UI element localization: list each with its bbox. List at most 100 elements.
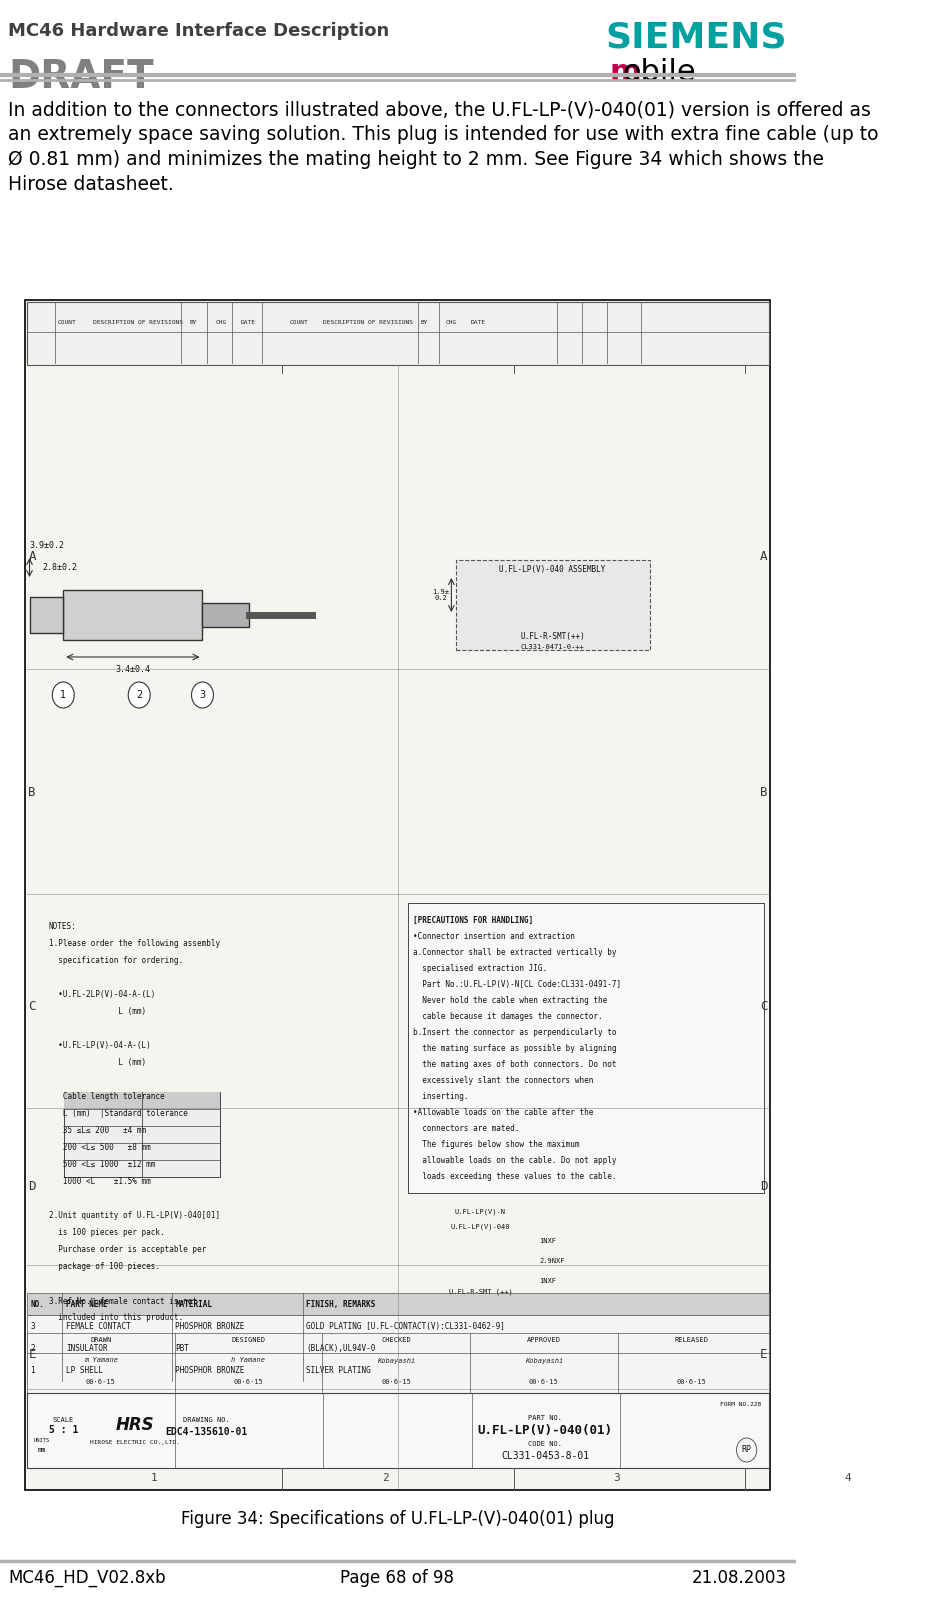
Text: package of 100 pieces.: package of 100 pieces. [49,1262,160,1270]
Text: A: A [760,549,768,562]
Text: APPROVED: APPROVED [527,1338,561,1343]
Text: specialised extraction JIG.: specialised extraction JIG. [413,965,547,973]
Text: U.FL-LP(V)-040(01): U.FL-LP(V)-040(01) [477,1424,613,1437]
Text: 2: 2 [136,690,142,700]
Text: 2: 2 [382,1474,389,1483]
Text: DATE: DATE [471,320,486,325]
Text: Part No.:U.FL-LP(V)-N[CL Code:CL331-0491-7]: Part No.:U.FL-LP(V)-N[CL Code:CL331-0491… [413,981,621,989]
Circle shape [736,1438,757,1462]
Text: FORM NO.228: FORM NO.228 [720,1403,761,1408]
Text: b.Insert the connector as perpendicularly to: b.Insert the connector as perpendicularl… [413,1028,617,1037]
Text: •Connector insertion and extraction: •Connector insertion and extraction [413,932,575,941]
Text: allowable loads on the cable. Do not apply: allowable loads on the cable. Do not app… [413,1157,617,1165]
Text: 1NXF: 1NXF [539,1238,556,1244]
Text: a.Connector shall be extracted vertically by: a.Connector shall be extracted verticall… [413,949,617,957]
Text: D: D [28,1180,36,1193]
Text: DRAWING NO.: DRAWING NO. [183,1417,230,1424]
Bar [27,302,769,365]
Text: PBT: PBT [175,1343,190,1353]
Text: 2.9NXF: 2.9NXF [539,1259,565,1264]
Text: C: C [28,1000,36,1013]
Text: CL331-0471-0-++: CL331-0471-0-++ [521,645,585,650]
Text: m: m [609,58,641,87]
Text: excessively slant the connectors when: excessively slant the connectors when [413,1076,593,1086]
Text: DESCRIPTION OF REVISIONS: DESCRIPTION OF REVISIONS [92,320,183,325]
Bar [64,1092,221,1176]
Text: included into this product.: included into this product. [49,1312,183,1322]
Text: B: B [28,785,36,798]
Text: D: D [760,1180,768,1193]
Text: PART NO.: PART NO. [528,1416,562,1420]
Text: UNITS: UNITS [34,1438,50,1443]
Text: 500 <L≤ 1000  ±12 mm: 500 <L≤ 1000 ±12 mm [49,1160,156,1168]
Text: MATERIAL: MATERIAL [175,1299,212,1309]
Text: •U.FL-LP(V)-04-A-(L): •U.FL-LP(V)-04-A-(L) [49,1041,151,1050]
Text: CHG: CHG [445,320,456,325]
Text: Page 68 of 98: Page 68 of 98 [340,1569,455,1587]
Text: connectors are mated.: connectors are mated. [413,1125,520,1133]
Text: 5 : 1: 5 : 1 [49,1425,78,1435]
Text: DRAFT: DRAFT [8,58,154,95]
Text: 3.Ref.No.①,female contact is not: 3.Ref.No.①,female contact is not [49,1296,197,1304]
Text: SILVER PLATING: SILVER PLATING [306,1366,371,1375]
Text: U.FL-R-SMT (++): U.FL-R-SMT (++) [449,1288,512,1294]
Text: 3.4±0.4: 3.4±0.4 [115,666,150,674]
Text: MC46_HD_V02.8xb: MC46_HD_V02.8xb [8,1569,166,1587]
Text: Cable length tolerance: Cable length tolerance [49,1092,165,1100]
Bar [63,590,203,640]
Text: E: E [28,1348,36,1362]
Text: The figures below show the maximum: The figures below show the maximum [413,1141,579,1149]
Text: [PRECAUTIONS FOR HANDLING]: [PRECAUTIONS FOR HANDLING] [413,916,533,926]
Text: CHECKED: CHECKED [381,1338,411,1343]
Text: loads exceeding these values to the cable.: loads exceeding these values to the cabl… [413,1172,617,1181]
Text: m Yamane: m Yamane [84,1357,118,1364]
Text: LP SHELL: LP SHELL [66,1366,103,1375]
Text: L (mm): L (mm) [49,1058,146,1067]
Text: (BLACK),UL94V-0: (BLACK),UL94V-0 [306,1343,375,1353]
Text: 1000 <L    ±1.5% mm: 1000 <L ±1.5% mm [49,1176,151,1186]
Text: 2.Unit quantity of U.FL-LP(V)-040[01]: 2.Unit quantity of U.FL-LP(V)-040[01] [49,1210,220,1220]
Text: U.FL-LP(V)-040 ASSEMBLY: U.FL-LP(V)-040 ASSEMBLY [500,566,605,574]
Text: specification for ordering.: specification for ordering. [49,957,183,965]
Bar [27,1293,769,1315]
Text: In addition to the connectors illustrated above, the U.FL-LP-(V)-040(01) version: In addition to the connectors illustrate… [8,100,879,194]
Text: 2: 2 [30,1343,35,1353]
Text: CHG: CHG [215,320,226,325]
Text: 21.08.2003: 21.08.2003 [692,1569,787,1587]
Text: FEMALE CONTACT: FEMALE CONTACT [66,1322,130,1330]
Text: 3.9±0.2: 3.9±0.2 [29,540,64,549]
Text: U.FL-LP(V)-N: U.FL-LP(V)-N [455,1209,506,1215]
Text: RELEASED: RELEASED [674,1338,708,1343]
Text: NO.: NO. [30,1299,44,1309]
Text: B: B [760,785,768,798]
Text: 1: 1 [150,1474,157,1483]
Text: E: E [760,1348,768,1362]
Bar [203,603,249,627]
Bar [27,1336,769,1359]
Text: DESIGNED: DESIGNED [231,1338,266,1343]
Text: PHOSPHOR BRONZE: PHOSPHOR BRONZE [175,1322,245,1330]
Text: DESCRIPTION OF REVISIONS: DESCRIPTION OF REVISIONS [323,320,413,325]
Text: SCALE: SCALE [53,1417,74,1424]
Text: 00·6·15: 00·6·15 [529,1380,558,1385]
Text: 1: 1 [60,690,66,700]
Bar [408,903,764,1193]
Text: Never hold the cable when extracting the: Never hold the cable when extracting the [413,995,607,1005]
Text: L (mm)  |Standard tolerance: L (mm) |Standard tolerance [49,1109,188,1118]
Text: INSULATOR: INSULATOR [66,1343,108,1353]
Text: obile: obile [622,58,696,87]
Text: SIEMENS: SIEMENS [605,19,787,53]
Text: Kobayashi: Kobayashi [377,1357,415,1364]
Text: HRS: HRS [116,1416,155,1435]
Text: 00·6·15: 00·6·15 [86,1380,116,1385]
Circle shape [128,682,150,708]
Text: the mating axes of both connectors. Do not: the mating axes of both connectors. Do n… [413,1060,617,1070]
Text: 35 ≤L≤ 200   ±4 mm: 35 ≤L≤ 200 ±4 mm [49,1126,146,1134]
Text: GOLD PLATING [U.FL-CONTACT(V):CL331-0462-9]: GOLD PLATING [U.FL-CONTACT(V):CL331-0462… [306,1322,505,1330]
Bar [455,561,650,650]
Text: 1NXF: 1NXF [539,1278,556,1285]
Text: DRAWN: DRAWN [91,1338,111,1343]
Text: NOTES:: NOTES: [49,921,76,931]
Text: Figure 34: Specifications of U.FL-LP-(V)-040(01) plug: Figure 34: Specifications of U.FL-LP-(V)… [181,1509,614,1529]
Text: 3: 3 [199,690,206,700]
